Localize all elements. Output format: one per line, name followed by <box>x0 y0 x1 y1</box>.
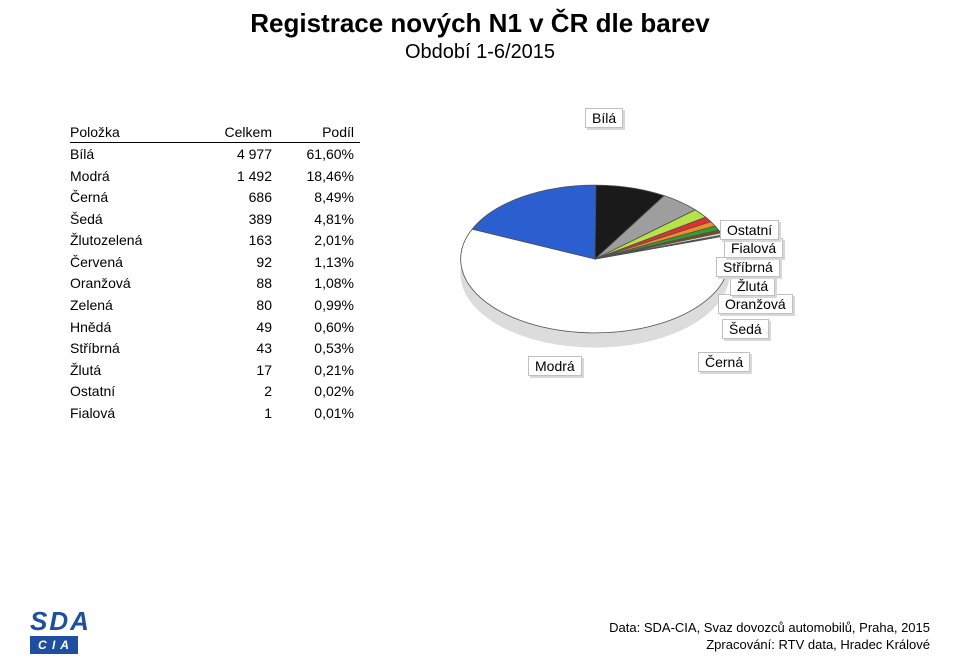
table-row: Žlutá170,21% <box>70 359 360 381</box>
table-row: Bílá4 97761,60% <box>70 143 360 165</box>
slice-label: Šedá <box>722 319 769 339</box>
row-name: Černá <box>70 186 196 208</box>
source-line-1: Data: SDA-CIA, Svaz dovozců automobilů, … <box>609 620 930 637</box>
row-name: Šedá <box>70 208 196 230</box>
row-count: 88 <box>196 273 278 295</box>
row-name: Zelená <box>70 294 196 316</box>
row-count: 49 <box>196 316 278 338</box>
logo: SDA C I A <box>30 608 91 654</box>
table-row: Fialová10,01% <box>70 402 360 424</box>
logo-top: SDA <box>30 608 91 634</box>
logo-bottom: C I A <box>30 636 78 654</box>
row-count: 1 <box>196 402 278 424</box>
row-count: 389 <box>196 208 278 230</box>
row-name: Hnědá <box>70 316 196 338</box>
table-row: Oranžová881,08% <box>70 273 360 295</box>
row-pct: 1,13% <box>278 251 360 273</box>
row-pct: 0,01% <box>278 402 360 424</box>
row-pct: 4,81% <box>278 208 360 230</box>
slice-label: Bílá <box>585 108 623 128</box>
table-row: Černá6868,49% <box>70 186 360 208</box>
table-row: Zelená800,99% <box>70 294 360 316</box>
row-name: Modrá <box>70 165 196 187</box>
table-row: Hnědá490,60% <box>70 316 360 338</box>
table-row: Modrá1 49218,46% <box>70 165 360 187</box>
slice-label: Černá <box>698 352 750 372</box>
row-name: Fialová <box>70 402 196 424</box>
row-pct: 1,08% <box>278 273 360 295</box>
row-count: 80 <box>196 294 278 316</box>
row-name: Žlutozelená <box>70 229 196 251</box>
col-header-share: Podíl <box>278 124 360 143</box>
slice-label: Modrá <box>528 356 582 376</box>
table-row: Ostatní20,02% <box>70 381 360 403</box>
source-text: Data: SDA-CIA, Svaz dovozců automobilů, … <box>609 620 930 654</box>
row-name: Stříbrná <box>70 337 196 359</box>
row-count: 43 <box>196 337 278 359</box>
row-count: 4 977 <box>196 143 278 165</box>
row-count: 163 <box>196 229 278 251</box>
source-line-2: Zpracování: RTV data, Hradec Králové <box>609 637 930 654</box>
col-header-item: Položka <box>70 124 196 143</box>
slice-label: Fialová <box>724 238 783 258</box>
row-count: 92 <box>196 251 278 273</box>
table-row: Červená921,13% <box>70 251 360 273</box>
row-pct: 0,02% <box>278 381 360 403</box>
slice-label: Oranžová <box>718 294 793 314</box>
row-name: Bílá <box>70 143 196 165</box>
row-count: 686 <box>196 186 278 208</box>
slice-label: Ostatní <box>720 220 779 240</box>
data-table: Položka Celkem Podíl Bílá4 97761,60%Modr… <box>70 124 360 424</box>
row-name: Ostatní <box>70 381 196 403</box>
page-subtitle: Období 1-6/2015 <box>0 41 960 64</box>
row-name: Červená <box>70 251 196 273</box>
row-name: Oranžová <box>70 273 196 295</box>
row-pct: 0,53% <box>278 337 360 359</box>
row-count: 1 492 <box>196 165 278 187</box>
row-count: 17 <box>196 359 278 381</box>
slice-label: Stříbrná <box>716 257 780 277</box>
row-count: 2 <box>196 381 278 403</box>
row-pct: 18,46% <box>278 165 360 187</box>
slice-label: Žlutá <box>730 276 775 296</box>
table-row: Stříbrná430,53% <box>70 337 360 359</box>
row-pct: 2,01% <box>278 229 360 251</box>
row-pct: 0,21% <box>278 359 360 381</box>
page-title: Registrace nových N1 v ČR dle barev <box>0 8 960 39</box>
table-row: Šedá3894,81% <box>70 208 360 230</box>
col-header-total: Celkem <box>196 124 278 143</box>
row-pct: 8,49% <box>278 186 360 208</box>
row-pct: 61,60% <box>278 143 360 165</box>
row-name: Žlutá <box>70 359 196 381</box>
row-pct: 0,60% <box>278 316 360 338</box>
pie-chart: BíláModráČernáŠedáOranžováŽlutáStříbrnáF… <box>360 124 940 424</box>
row-pct: 0,99% <box>278 294 360 316</box>
table-row: Žlutozelená1632,01% <box>70 229 360 251</box>
